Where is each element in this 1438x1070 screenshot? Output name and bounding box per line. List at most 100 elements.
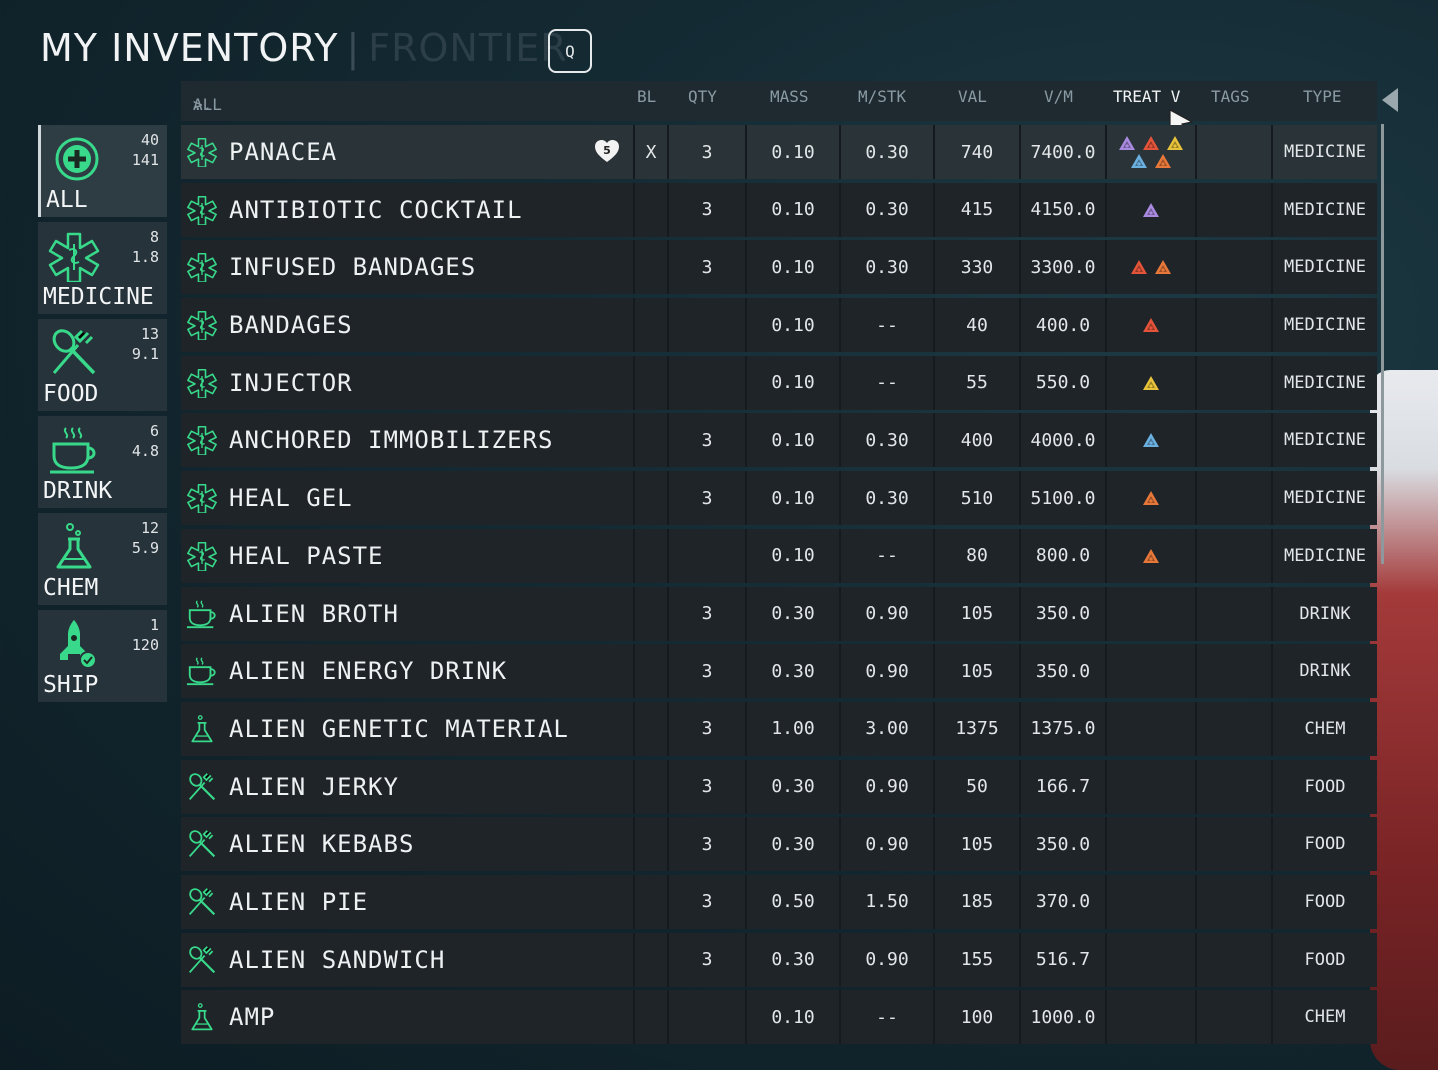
food-icon <box>185 770 219 804</box>
item-qty: 3 <box>667 932 745 987</box>
item-type: DRINK <box>1271 644 1377 699</box>
treatment-yellow-icon <box>1167 136 1183 150</box>
item-treatments <box>1105 471 1195 526</box>
inventory-row[interactable]: ALIEN KEBABS 3 0.30 0.90 105 350.0 FOOD <box>181 817 1377 872</box>
collapse-panel-arrow-icon[interactable] <box>1382 88 1398 112</box>
scrollbar[interactable] <box>1381 124 1384 564</box>
category-count: 12 <box>140 519 159 537</box>
chem-icon <box>185 712 219 746</box>
item-mass: 0.10 <box>745 471 839 526</box>
item-value-per-mass: 550.0 <box>1019 355 1105 410</box>
item-qty: 3 <box>667 182 745 237</box>
item-name-cell: INFUSED BANDAGES <box>181 240 633 294</box>
column-header-vm[interactable]: V/M <box>1044 87 1073 106</box>
item-type: DRINK <box>1271 586 1377 641</box>
title-sub-tab[interactable]: FRONTIER <box>368 26 568 70</box>
item-name-cell: ALIEN BROTH <box>181 587 633 641</box>
inventory-row[interactable]: ALIEN SANDWICH 3 0.30 0.90 155 516.7 FOO… <box>181 932 1377 987</box>
item-bl <box>633 817 667 872</box>
column-header-mstk[interactable]: M/STK <box>858 87 907 106</box>
inventory-row[interactable]: ALIEN ENERGY DRINK 3 0.30 0.90 105 350.0… <box>181 644 1377 699</box>
breadcrumb-up[interactable]: .. <box>193 95 213 114</box>
breadcrumb-current: ALL <box>193 95 222 114</box>
inventory-row[interactable]: BANDAGES 0.10 -- 40 400.0 MEDICINE <box>181 298 1377 353</box>
inventory-row[interactable]: PANACEA 5 X 3 0.10 0.30 740 7400.0 MEDIC… <box>181 125 1377 179</box>
item-value: 105 <box>933 644 1019 699</box>
item-mass-per-stack: 0.30 <box>839 240 933 295</box>
item-type: MEDICINE <box>1271 298 1377 353</box>
food-icon <box>185 827 219 861</box>
item-bl <box>633 413 667 468</box>
item-name: ANTIBIOTIC COCKTAIL <box>229 195 523 224</box>
item-name: ALIEN JERKY <box>229 772 399 801</box>
column-header-bl[interactable]: BL <box>637 87 657 106</box>
column-header-val[interactable]: VAL <box>958 87 987 106</box>
treatment-orange-icon <box>1155 154 1171 168</box>
category-all[interactable]: 40 141 ALL <box>38 125 167 217</box>
item-mass-per-stack: -- <box>839 355 933 410</box>
inventory-row[interactable]: HEAL GEL 3 0.10 0.30 510 5100.0 MEDICINE <box>181 471 1377 526</box>
inventory-row[interactable]: INJECTOR 0.10 -- 55 550.0 MEDICINE <box>181 355 1377 410</box>
column-header-treat[interactable]: TREAT V <box>1113 87 1181 106</box>
category-mass: 1.8 <box>131 248 159 266</box>
category-chem[interactable]: 12 5.9 CHEM <box>38 513 167 605</box>
item-name: INJECTOR <box>229 368 353 397</box>
item-bl <box>633 298 667 353</box>
inventory-row[interactable]: HEAL PASTE 0.10 -- 80 800.0 MEDICINE <box>181 528 1377 583</box>
item-name: ALIEN ENERGY DRINK <box>229 657 508 686</box>
category-drink[interactable]: 6 4.8 DRINK <box>38 416 167 508</box>
category-label: SHIP <box>43 672 99 698</box>
item-name-cell: ALIEN KEBABS <box>181 817 633 871</box>
key-hint-button[interactable]: Q <box>548 29 592 73</box>
inventory-row[interactable]: ANTIBIOTIC COCKTAIL 3 0.10 0.30 415 4150… <box>181 182 1377 237</box>
column-header-type[interactable]: TYPE <box>1303 87 1342 106</box>
column-header-mass[interactable]: MASS <box>770 87 809 106</box>
item-bl <box>633 528 667 583</box>
column-header-tags[interactable]: TAGS <box>1211 87 1250 106</box>
category-ship[interactable]: 1 120 SHIP <box>38 610 167 702</box>
plus-icon <box>51 133 103 185</box>
item-name: AMP <box>229 1003 276 1032</box>
item-value: 80 <box>933 528 1019 583</box>
item-bl <box>633 874 667 929</box>
item-name-cell: ALIEN PIE <box>181 875 633 929</box>
item-treatments <box>1105 874 1195 929</box>
inventory-row[interactable]: ALIEN JERKY 3 0.30 0.90 50 166.7 FOOD <box>181 759 1377 814</box>
inventory-row[interactable]: AMP 0.10 -- 100 1000.0 CHEM <box>181 990 1377 1045</box>
category-count: 40 <box>140 131 159 149</box>
inventory-row[interactable]: ANCHORED IMMOBILIZERS 3 0.10 0.30 400 40… <box>181 413 1377 468</box>
med-icon <box>185 308 219 342</box>
item-tags <box>1195 990 1271 1045</box>
item-bl <box>633 990 667 1045</box>
inventory-row[interactable]: ALIEN PIE 3 0.50 1.50 185 370.0 FOOD <box>181 874 1377 929</box>
inventory-row[interactable]: ALIEN GENETIC MATERIAL 3 1.00 3.00 1375 … <box>181 701 1377 756</box>
column-header-qty[interactable]: QTY <box>688 87 717 106</box>
category-mass: 120 <box>131 636 159 654</box>
item-tags <box>1195 874 1271 929</box>
chem-icon <box>185 1000 219 1034</box>
item-treatments <box>1105 413 1195 468</box>
item-value-per-mass: 370.0 <box>1019 874 1105 929</box>
treatment-red-icon <box>1143 318 1159 333</box>
inventory-row[interactable]: INFUSED BANDAGES 3 0.10 0.30 330 3300.0 … <box>181 240 1377 295</box>
category-mass: 4.8 <box>131 442 159 460</box>
category-food[interactable]: 13 9.1 FOOD <box>38 319 167 411</box>
item-qty: 3 <box>667 471 745 526</box>
category-mass: 141 <box>131 151 159 169</box>
item-treatments <box>1105 528 1195 583</box>
item-name-cell: ALIEN SANDWICH <box>181 933 633 987</box>
item-value-per-mass: 350.0 <box>1019 586 1105 641</box>
item-tags <box>1195 586 1271 641</box>
column-header-bar: .. > ALL BL QTY MASS M/STK VAL V/M TREAT… <box>181 81 1377 121</box>
med-icon <box>185 250 219 284</box>
item-treatments <box>1105 644 1195 699</box>
item-qty: 3 <box>667 644 745 699</box>
treatment-blue-icon <box>1131 154 1147 168</box>
item-tags <box>1195 701 1271 756</box>
item-name-cell: PANACEA 5 <box>181 125 633 179</box>
item-value-per-mass: 7400.0 <box>1019 125 1105 179</box>
category-medicine[interactable]: 8 1.8 MEDICINE <box>38 222 167 314</box>
item-mass-per-stack: 0.90 <box>839 586 933 641</box>
inventory-row[interactable]: ALIEN BROTH 3 0.30 0.90 105 350.0 DRINK <box>181 586 1377 641</box>
item-mass: 0.10 <box>745 990 839 1045</box>
